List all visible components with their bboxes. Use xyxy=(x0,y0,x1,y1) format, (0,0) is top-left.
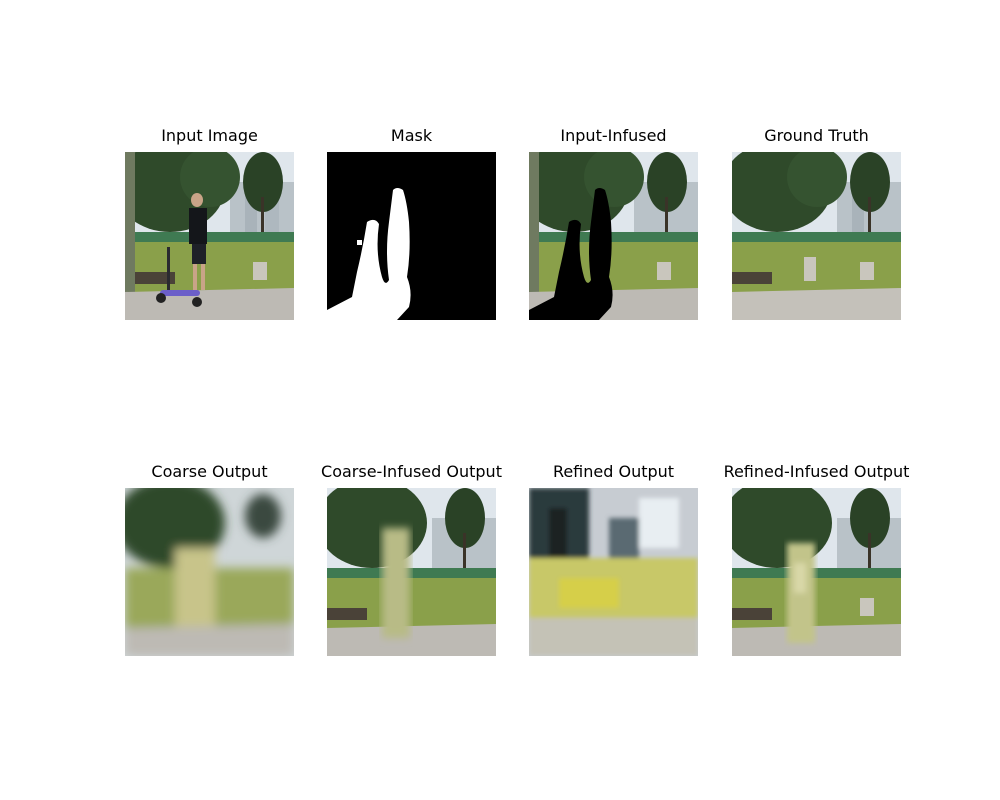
input-infused-image xyxy=(529,152,698,320)
panel-refined-infused-output: Refined-Infused Output xyxy=(724,462,909,656)
coarse-output-image xyxy=(125,488,294,656)
panel-title: Input-Infused xyxy=(560,126,667,145)
panel-coarse-infused-output: Coarse-Infused Output xyxy=(321,462,502,656)
panel-ground-truth: Ground Truth xyxy=(732,126,901,320)
panel-title: Refined Output xyxy=(552,462,675,481)
panel-title: Coarse Output xyxy=(151,462,268,481)
mask-image xyxy=(327,152,496,320)
panel-input-infused: Input-Infused xyxy=(529,126,698,320)
panel-title: Refined-Infused Output xyxy=(723,462,910,481)
refined-output-image xyxy=(529,488,698,656)
refined-infused-output-image xyxy=(732,488,901,656)
panel-mask: Mask xyxy=(327,126,496,320)
panel-input-image: Input Image xyxy=(125,126,294,320)
input-image xyxy=(125,152,294,320)
panel-coarse-output: Coarse Output xyxy=(125,462,294,656)
panel-title: Mask xyxy=(390,126,433,145)
panel-refined-output: Refined Output xyxy=(529,462,698,656)
panel-title: Ground Truth xyxy=(764,126,869,145)
coarse-infused-output-image xyxy=(327,488,496,656)
panel-title: Input Image xyxy=(161,126,258,145)
panel-title: Coarse-Infused Output xyxy=(321,462,502,481)
ground-truth-image xyxy=(732,152,901,320)
